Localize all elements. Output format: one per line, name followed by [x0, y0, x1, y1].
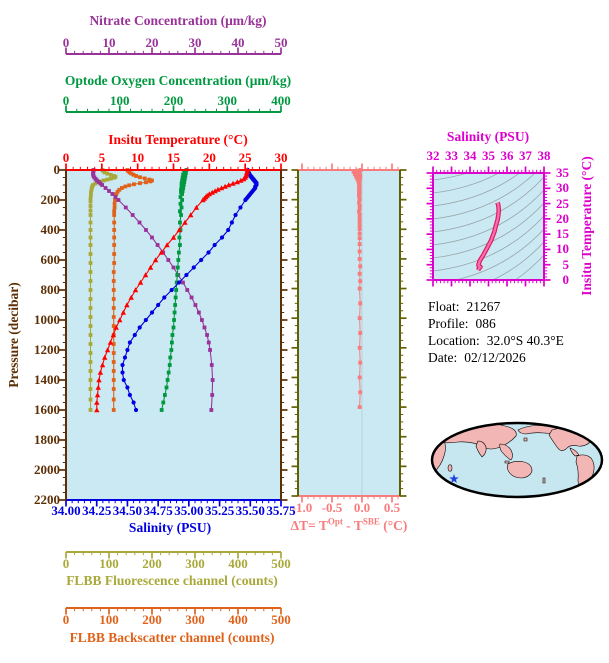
- fluorescence-axis-title: FLBB Fluorescence channel (counts): [66, 573, 278, 588]
- tick-label: 400: [228, 556, 248, 571]
- tick-label: -0.5: [321, 500, 343, 515]
- tick-label: 35.50: [235, 503, 265, 518]
- tick-label: 35.75: [266, 503, 296, 518]
- tick-label: 0: [62, 612, 70, 627]
- float-info-panel: Float: 21267 Profile: 086 Location: 32.0°S …: [428, 298, 564, 366]
- tick-label: 35.25: [204, 503, 235, 518]
- tick-label: 20: [145, 35, 159, 50]
- tick-label: 5: [98, 150, 106, 165]
- temperature-axis-title: Insitu Temperature (°C): [108, 132, 248, 147]
- tick-label: 100: [99, 612, 119, 627]
- world-map: [430, 421, 604, 499]
- tick-label: 10: [102, 35, 116, 50]
- tick-label: 30: [274, 150, 288, 165]
- float-id-line: Float: 21267: [428, 299, 501, 314]
- salinity-axis-title: Salinity (PSU): [128, 520, 212, 535]
- oxygen-axis-title: Optode Oxygen Concentration (μm/kg): [64, 73, 292, 88]
- tick-label: 36: [500, 148, 514, 163]
- delta-t-axis-title: ΔT= TOpt - TSBE (°C): [290, 516, 408, 533]
- fluorescence-profile: [88, 168, 118, 412]
- tick-label: 25: [238, 150, 252, 165]
- tick-label: 300: [185, 612, 205, 627]
- tick-label: 30: [556, 180, 569, 196]
- tick-label: 2200: [34, 492, 60, 507]
- tick-label: 34.75: [143, 503, 173, 518]
- tick-label: 0.5: [383, 500, 401, 515]
- tick-label: -1.0: [291, 500, 313, 515]
- profile-number-line: Profile: 086: [428, 316, 496, 331]
- tick-label: 37: [519, 148, 532, 163]
- tick-label: 35: [482, 148, 495, 163]
- tick-label: 20: [556, 210, 569, 226]
- nitrate-axis-title: Nitrate Concentration (μm/kg): [89, 13, 267, 28]
- tick-label: 400: [228, 612, 248, 627]
- tick-label: 300: [217, 93, 238, 108]
- tick-label: 15: [556, 226, 569, 242]
- tick-label: 0: [62, 556, 70, 571]
- tick-label: 1600: [34, 402, 60, 417]
- tick-label: 500: [271, 556, 291, 571]
- tick-label: 0: [53, 162, 61, 177]
- tick-label: 2000: [34, 462, 60, 477]
- tick-label: 20: [202, 150, 216, 165]
- tick-label: 25: [556, 195, 569, 211]
- tick-label: 500: [271, 612, 291, 627]
- tick-label: 400: [40, 222, 61, 237]
- tick-label: 40: [231, 35, 245, 50]
- tick-label: 100: [110, 93, 130, 108]
- delta-t-profile: [351, 168, 363, 409]
- ts-salinity-axis-title: Salinity (PSU): [446, 129, 530, 144]
- tick-label: 15: [167, 150, 180, 165]
- float-location-star: [449, 474, 459, 483]
- date-line: Date: 02/12/2026: [428, 350, 526, 365]
- delta-t-plot: [298, 168, 400, 496]
- tick-label: 200: [142, 556, 162, 571]
- tick-label: 35: [556, 165, 569, 180]
- tick-label: 34.25: [82, 503, 112, 518]
- tick-label: 50: [274, 35, 288, 50]
- tick-label: 35.00: [174, 503, 204, 518]
- tick-label: 800: [40, 282, 61, 297]
- tick-label: 30: [188, 35, 202, 50]
- tick-label: 10: [131, 150, 145, 165]
- tick-label: 100: [99, 556, 119, 571]
- tick-label: 38: [537, 148, 551, 163]
- tick-label: 400: [271, 93, 291, 108]
- tick-label: 0: [62, 93, 70, 108]
- tick-label: 32: [426, 148, 440, 163]
- tick-label: 300: [185, 556, 205, 571]
- tick-label: 5: [562, 256, 570, 272]
- tick-label: 0: [62, 35, 70, 50]
- ts-temperature-axis-title: Insitu Temperature (°C): [579, 156, 594, 296]
- tick-label: 1000: [34, 312, 60, 327]
- tick-label: 200: [142, 612, 162, 627]
- tick-label: 600: [40, 252, 61, 267]
- tick-label: 1800: [34, 432, 60, 447]
- tick-label: 0: [62, 150, 70, 165]
- tick-label: 200: [163, 93, 184, 108]
- location-line: Location: 32.0°S 40.3°E: [428, 333, 564, 348]
- tick-label: 34.50: [112, 503, 143, 518]
- tick-label: 34.00: [51, 503, 81, 518]
- pressure-axis-title: Pressure (decibar): [6, 282, 21, 388]
- ts-curve: [476, 201, 502, 272]
- tick-label: 200: [40, 192, 61, 207]
- tick-label: 0.0: [353, 500, 371, 515]
- main-profile-plot: [66, 167, 281, 500]
- temperature-profile: [94, 167, 251, 413]
- backscatter-axis-title: FLBB Backscatter channel (counts): [69, 630, 275, 645]
- tick-label: 34: [463, 148, 477, 163]
- tick-label: 1200: [34, 342, 60, 357]
- tick-label: 1400: [34, 372, 60, 387]
- ts-diagram: [433, 173, 544, 280]
- tick-label: 33: [445, 148, 458, 163]
- tick-label: 10: [556, 241, 569, 257]
- tick-label: 0: [562, 272, 570, 287]
